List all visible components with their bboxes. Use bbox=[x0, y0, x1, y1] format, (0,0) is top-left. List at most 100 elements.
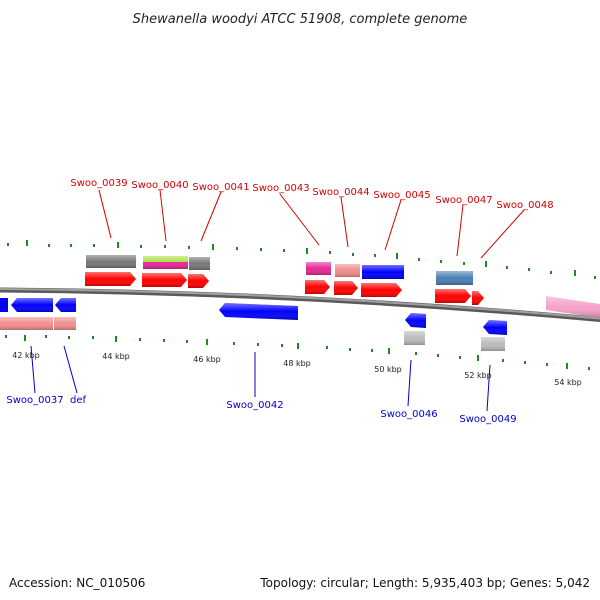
genome-backbone-highlight bbox=[0, 288, 600, 320]
gene-arrow-shading bbox=[472, 291, 484, 305]
tick-mark bbox=[502, 359, 504, 362]
tick-mark bbox=[188, 246, 190, 249]
gene-feature-shading bbox=[306, 262, 331, 275]
tick-mark bbox=[257, 343, 259, 346]
gene-label: Swoo_0046 bbox=[380, 409, 437, 420]
tick-label: 54 kbp bbox=[554, 378, 582, 387]
tick-label: 52 kbp bbox=[464, 371, 492, 380]
gene-feature-shading bbox=[546, 296, 600, 318]
gene-label: Swoo_0047 bbox=[435, 195, 492, 206]
leader-line bbox=[98, 189, 112, 239]
leader-line bbox=[63, 345, 78, 394]
forward-gene-row bbox=[85, 272, 484, 305]
tick-mark bbox=[566, 363, 568, 369]
gene-feature-shading bbox=[335, 264, 360, 277]
tick-mark bbox=[212, 244, 214, 250]
tick-mark bbox=[574, 270, 576, 276]
gene-feature-shading bbox=[54, 317, 76, 330]
gene-arrow-shading bbox=[11, 298, 53, 312]
leader-line bbox=[486, 364, 491, 412]
chart-title: Shewanella woodyi ATCC 51908, complete g… bbox=[133, 12, 468, 27]
tick-mark bbox=[485, 261, 487, 267]
gene-feature-shading bbox=[189, 257, 210, 270]
gene-label: Swoo_0042 bbox=[226, 400, 283, 411]
tick-mark bbox=[349, 348, 351, 351]
tick-mark bbox=[140, 245, 142, 248]
gene-label: Swoo_0049 bbox=[459, 414, 516, 425]
tick-mark bbox=[459, 356, 461, 359]
leader-line bbox=[279, 193, 320, 246]
tick-label: 50 kbp bbox=[374, 365, 402, 374]
tick-mark bbox=[5, 335, 7, 338]
tick-mark bbox=[329, 251, 331, 254]
gene-arrow-shading bbox=[55, 298, 76, 312]
outer-feature-row bbox=[86, 255, 473, 285]
tick-label: 42 kbp bbox=[12, 351, 40, 360]
gene-label: Swoo_0043 bbox=[252, 183, 309, 194]
gene-feature-shading bbox=[481, 337, 505, 351]
tick-mark bbox=[588, 367, 590, 370]
gene-label: Swoo_0048 bbox=[496, 200, 553, 211]
gene-label: Swoo_0044 bbox=[312, 187, 369, 198]
tick-mark bbox=[24, 335, 26, 341]
tick-mark bbox=[546, 363, 548, 366]
gene-label: Swoo_0040 bbox=[131, 180, 188, 191]
tick-mark bbox=[164, 245, 166, 248]
scale-labels: 42 kbp 44 kbp 46 kbp 48 kbp 50 kbp 52 kb… bbox=[12, 351, 582, 387]
gene-label: Swoo_0041 bbox=[192, 182, 249, 193]
tick-mark bbox=[48, 244, 50, 247]
tick-mark bbox=[306, 248, 308, 254]
tick-mark bbox=[326, 346, 328, 349]
tick-mark bbox=[236, 247, 238, 250]
tick-mark bbox=[415, 352, 417, 355]
leader-line bbox=[407, 359, 412, 407]
tick-mark bbox=[437, 354, 439, 357]
tick-mark bbox=[70, 244, 72, 247]
gene-arrow-shading bbox=[435, 289, 471, 303]
gene-arrow-shading bbox=[483, 320, 507, 335]
tick-label: 48 kbp bbox=[283, 359, 311, 368]
bottom-gene-labels: Swoo_0037 def Swoo_0042 Swoo_0046 Swoo_0… bbox=[6, 395, 516, 425]
gene-arrow-shading bbox=[361, 283, 402, 297]
gene-arrow bbox=[0, 298, 8, 312]
tick-mark bbox=[115, 336, 117, 342]
tick-mark bbox=[117, 242, 119, 248]
gene-arrow-shading bbox=[334, 281, 358, 295]
leader-line bbox=[200, 191, 222, 242]
tick-label: 44 kbp bbox=[102, 352, 130, 361]
tick-mark bbox=[233, 342, 235, 345]
gene-arrow-shading bbox=[142, 273, 187, 287]
inner-tick-ring bbox=[5, 335, 590, 370]
gene-feature-shading bbox=[404, 331, 425, 345]
gene-feature-shading bbox=[0, 317, 53, 330]
genome-backbone bbox=[0, 287, 600, 323]
tick-mark bbox=[463, 262, 465, 265]
tick-mark bbox=[186, 340, 188, 343]
tick-mark bbox=[45, 335, 47, 338]
leader-line bbox=[159, 189, 167, 242]
gene-arrow-shading bbox=[85, 272, 136, 286]
leader-line bbox=[340, 196, 349, 248]
leader-line bbox=[30, 345, 36, 394]
gene-feature-shading bbox=[362, 265, 404, 279]
tick-mark bbox=[297, 343, 299, 349]
tick-mark bbox=[206, 339, 208, 345]
tick-mark bbox=[260, 248, 262, 251]
tick-mark bbox=[68, 336, 70, 339]
leader-line bbox=[384, 199, 402, 251]
tick-mark bbox=[281, 344, 283, 347]
tick-mark bbox=[139, 338, 141, 341]
gene-arrow-shading bbox=[219, 303, 298, 320]
tick-mark bbox=[7, 243, 9, 246]
tick-mark bbox=[524, 361, 526, 364]
tick-mark bbox=[550, 271, 552, 274]
tick-mark bbox=[440, 260, 442, 263]
gene-label: Swoo_0037 bbox=[6, 395, 63, 406]
tick-mark bbox=[371, 349, 373, 352]
tick-mark bbox=[93, 244, 95, 247]
tick-mark bbox=[594, 276, 596, 279]
tick-mark bbox=[92, 336, 94, 339]
tick-mark bbox=[352, 253, 354, 256]
gene-feature-shading bbox=[143, 256, 188, 269]
